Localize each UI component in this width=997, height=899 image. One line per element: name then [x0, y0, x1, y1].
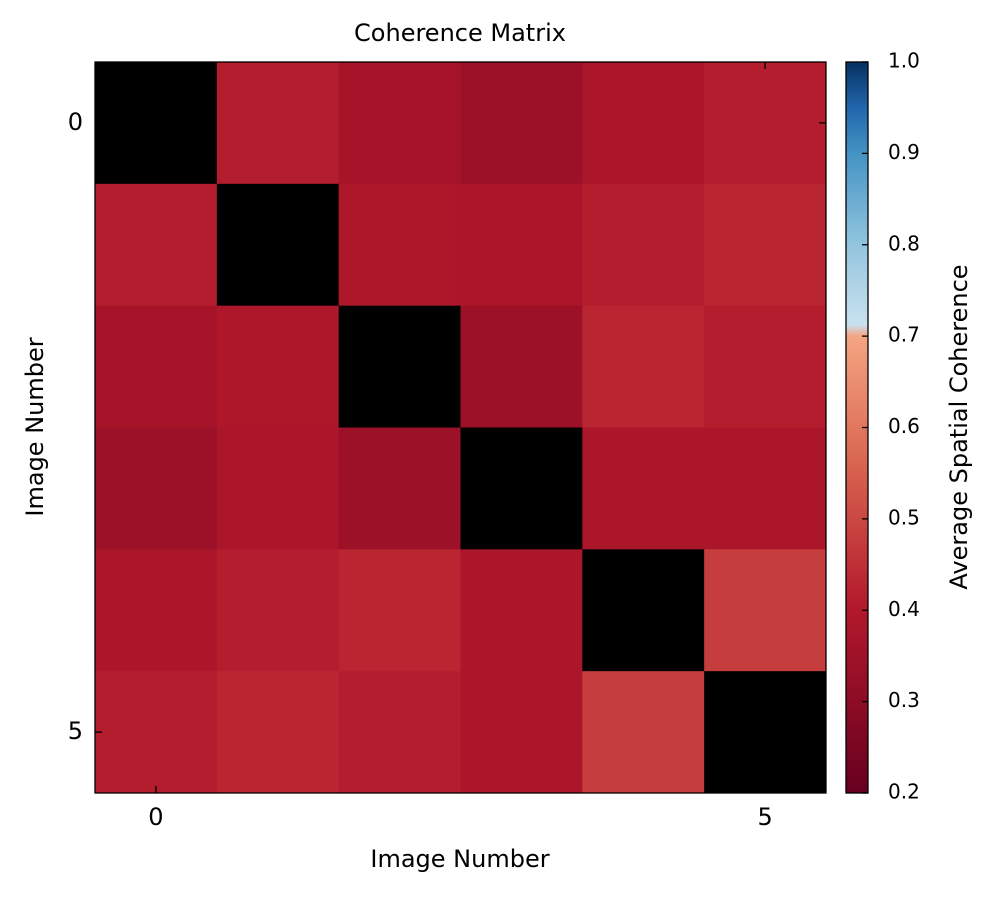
x-tick-label: 0: [148, 803, 163, 831]
heatmap-cell: [704, 305, 827, 428]
heatmap-cell: [460, 183, 583, 307]
plot-frame: [94, 61, 827, 794]
heatmap-cell: [704, 62, 827, 185]
x-axis-label: Image Number: [370, 845, 549, 873]
heatmap-cell: [338, 549, 461, 672]
heatmap-cell: [582, 62, 705, 185]
heatmap-cell: [582, 183, 705, 307]
colorbar-tick-label: 0.3: [888, 688, 920, 712]
heatmap-cell: [95, 62, 218, 185]
colorbar-tick-label: 0.2: [888, 780, 920, 804]
heatmap-cell: [582, 549, 705, 672]
colorbar-tick-label: 0.9: [888, 140, 920, 164]
heatmap-cell: [460, 549, 583, 672]
heatmap-cell: [582, 671, 705, 794]
heatmap-cell: [704, 427, 827, 550]
heatmap-cell: [216, 305, 340, 428]
heatmap-cell: [338, 305, 461, 428]
colorbar-tick-label: 0.4: [888, 597, 920, 621]
heatmap-cell: [704, 671, 827, 794]
y-tick-label: 5: [68, 717, 83, 745]
heatmap-cell: [704, 549, 827, 672]
heatmap-cell: [216, 427, 340, 550]
heatmap-cell: [216, 671, 340, 794]
heatmap-cell: [582, 305, 705, 428]
colorbar-label: Average Spatial Coherence: [945, 264, 973, 589]
colorbar-tick-label: 0.8: [888, 231, 920, 255]
colorbar-tick-label: 1.0: [888, 49, 920, 73]
heatmap-cell: [216, 183, 340, 307]
heatmap-cell: [460, 62, 583, 185]
heatmap-cell: [95, 671, 218, 794]
heatmap-cell: [704, 183, 827, 307]
colorbar-tick-label: 0.5: [888, 505, 920, 529]
heatmap-cell: [95, 183, 218, 307]
heatmap-cell: [582, 427, 705, 550]
heatmap-cell: [460, 671, 583, 794]
heatmap-cell: [460, 427, 583, 550]
y-axis-label: Image Number: [21, 337, 49, 516]
heatmap-cell: [338, 427, 461, 550]
colorbar-tick-label: 0.7: [888, 323, 920, 347]
heatmap-cell: [216, 549, 340, 672]
x-tick-label: 5: [757, 803, 772, 831]
heatmap-cell: [338, 671, 461, 794]
heatmap-cell: [95, 305, 218, 428]
heatmap-cell: [95, 427, 218, 550]
heatmap-cell: [338, 62, 461, 185]
y-tick-label: 0: [68, 108, 83, 136]
colorbar-tick-label: 0.6: [888, 414, 920, 438]
heatmap-cell: [338, 183, 461, 307]
heatmap-cell: [216, 62, 340, 185]
heatmap-cell: [95, 549, 218, 672]
chart-title: Coherence Matrix: [354, 19, 566, 47]
heatmap-cell: [460, 305, 583, 428]
